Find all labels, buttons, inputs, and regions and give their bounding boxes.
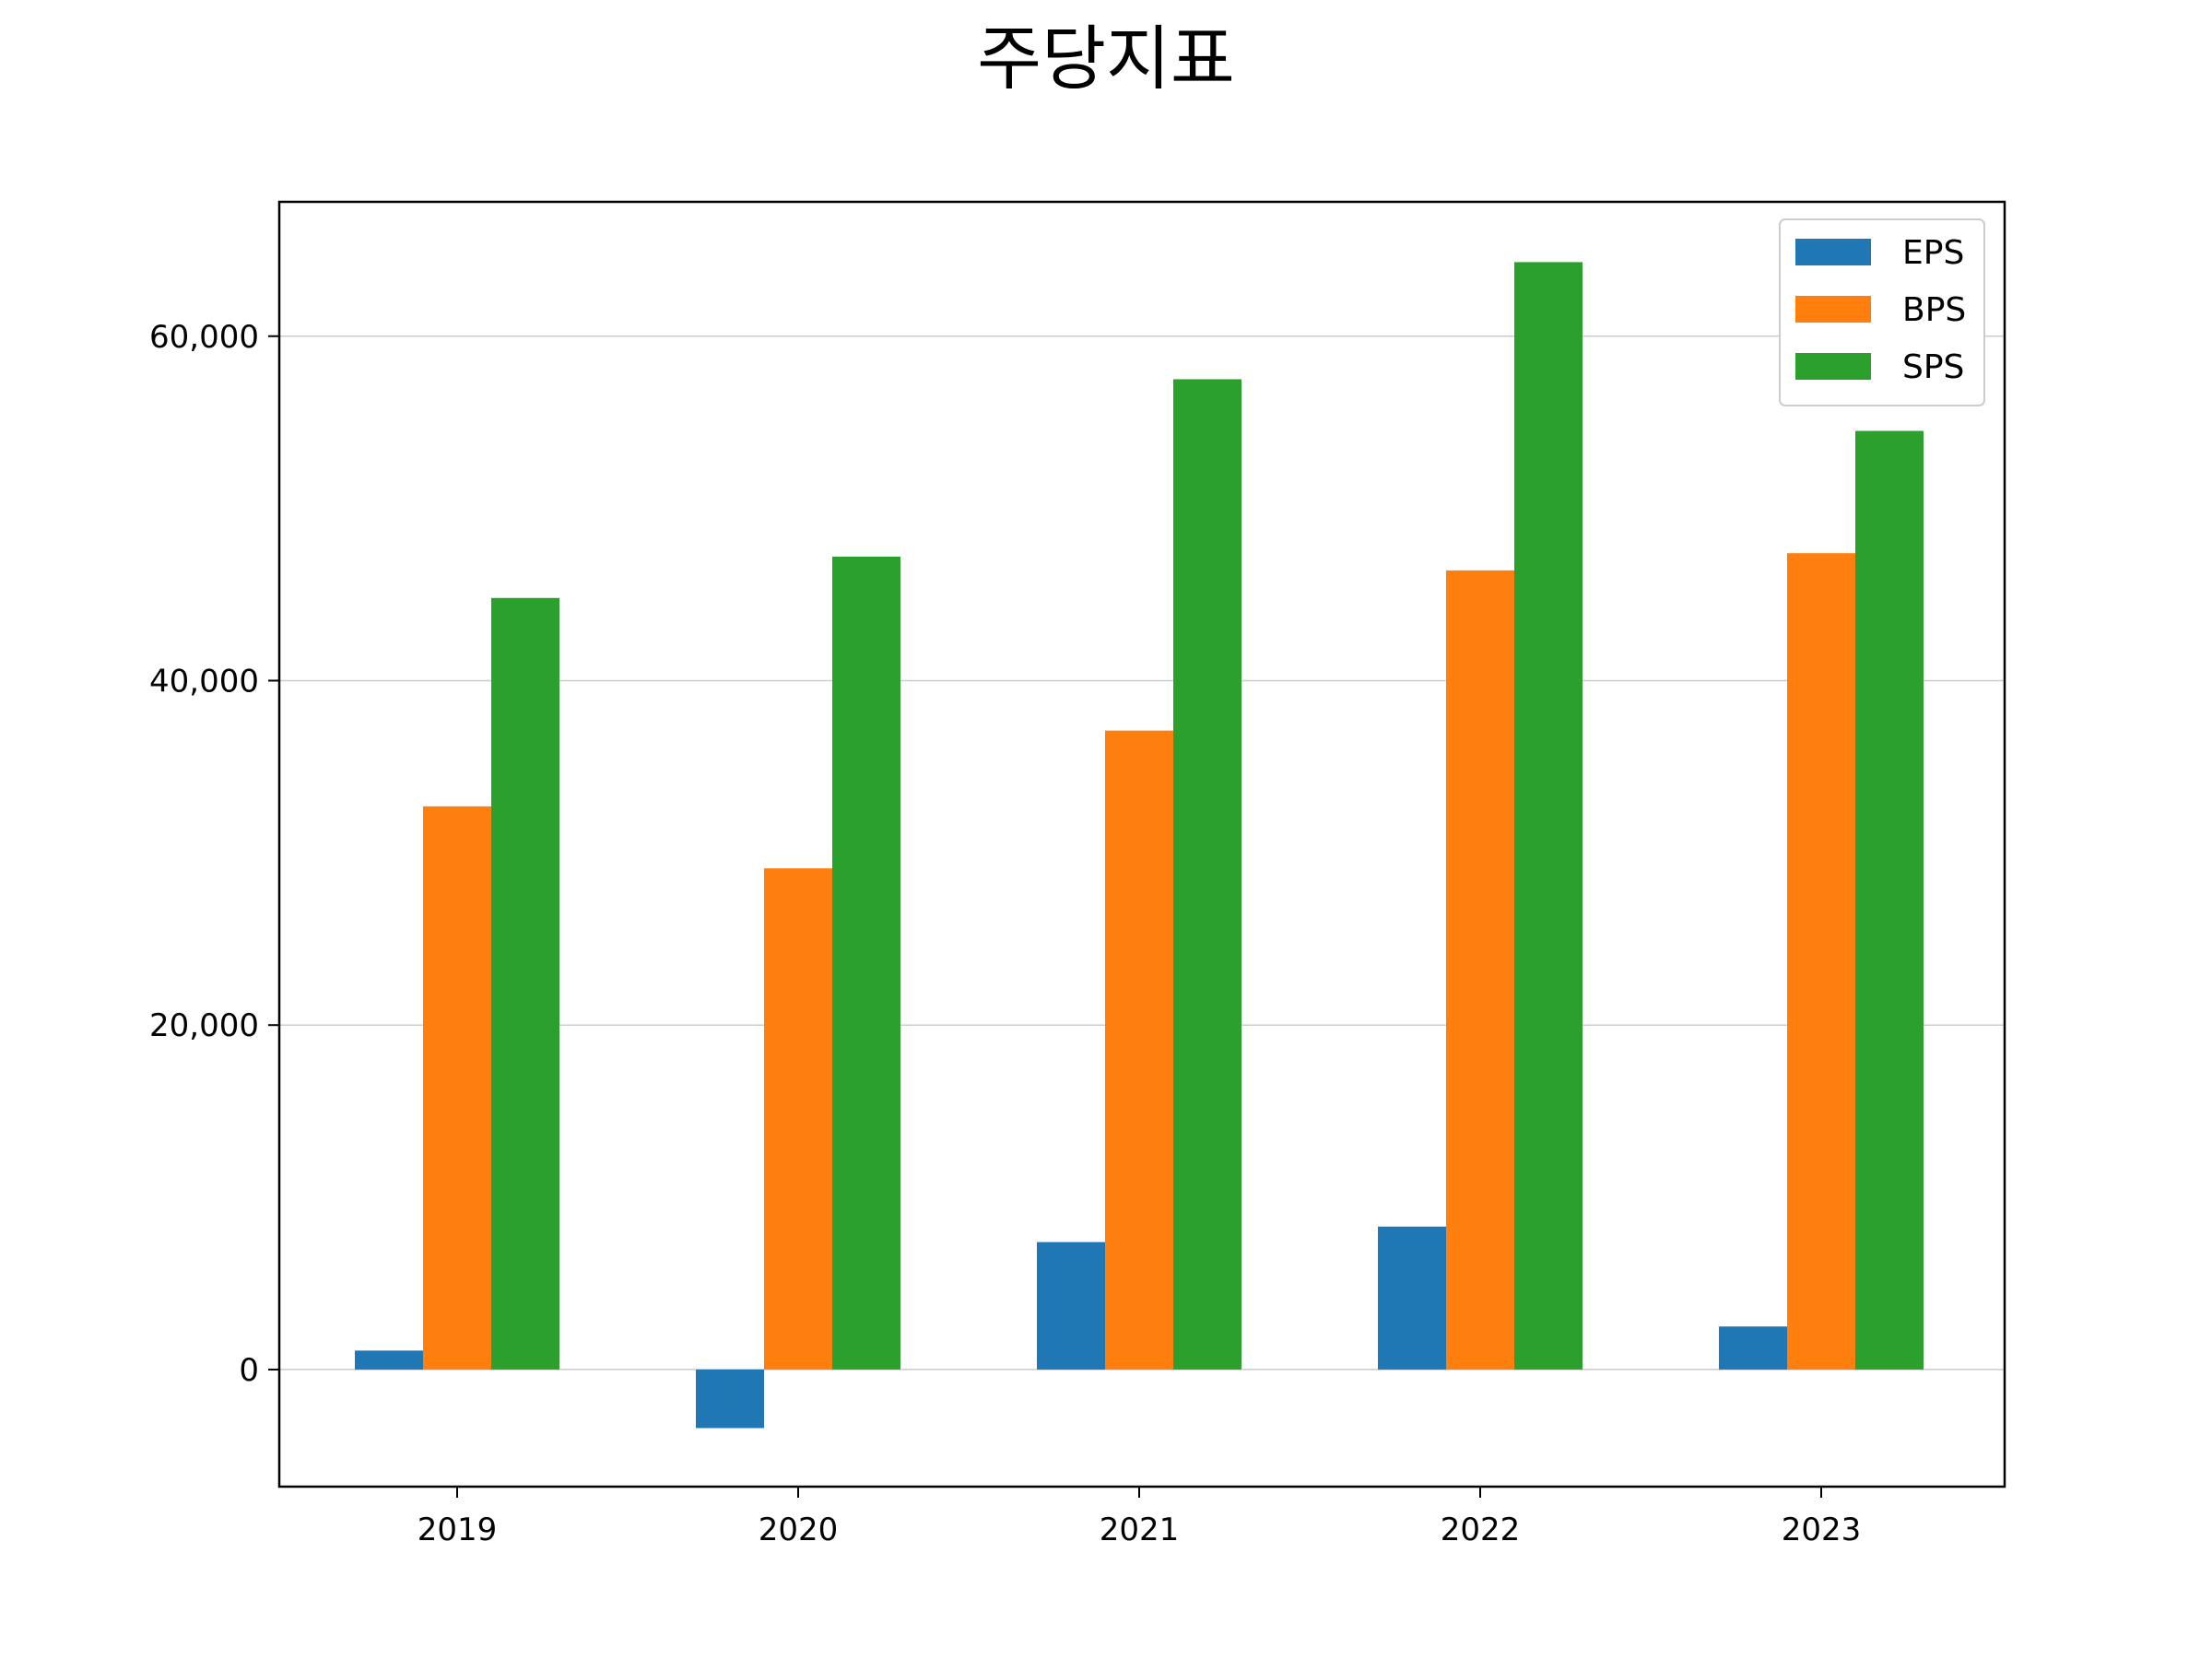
bar-sps-2021 [1173, 379, 1241, 1370]
x-tick-label-2020: 2020 [759, 1512, 839, 1548]
legend: EPS BPS SPS [1779, 218, 1985, 406]
x-tick-label-2023: 2023 [1782, 1512, 1862, 1548]
bar-sps-2023 [1855, 430, 1924, 1370]
bar-bps-2023 [1787, 553, 1855, 1370]
legend-swatch-sps [1795, 353, 1871, 380]
y-tick-label-3: 60,000 [149, 319, 259, 356]
y-tick-label-2: 40,000 [149, 663, 259, 700]
axes-frame [277, 200, 2006, 1488]
legend-swatch-eps [1795, 239, 1871, 265]
y-tick-label-0: 0 [239, 1352, 259, 1389]
bar-eps-2020 [696, 1369, 764, 1429]
x-tick-label-2019: 2019 [418, 1512, 498, 1548]
legend-label-bps: BPS [1902, 291, 1966, 329]
bar-eps-2023 [1719, 1326, 1787, 1370]
axes: 0 20,000 40,000 60,000 2019 2020 2021 2022 2023 [149, 200, 2006, 1548]
bar-bps-2020 [764, 868, 832, 1370]
legend-label-eps: EPS [1902, 234, 1964, 272]
bar-eps-2021 [1037, 1241, 1105, 1370]
bar-eps-2022 [1378, 1226, 1446, 1370]
x-tick-label-2022: 2022 [1441, 1512, 1521, 1548]
chart-title: 주당지표 [977, 18, 1235, 100]
legend-swatch-bps [1795, 296, 1871, 323]
bars [355, 262, 1924, 1429]
legend-label-sps: SPS [1902, 348, 1964, 386]
bar-eps-2019 [355, 1350, 423, 1370]
bar-sps-2019 [491, 597, 559, 1370]
bar-bps-2019 [423, 806, 491, 1370]
bar-sps-2022 [1514, 262, 1583, 1370]
bar-sps-2020 [832, 556, 900, 1370]
bar-bps-2022 [1446, 570, 1514, 1370]
bar-bps-2021 [1105, 730, 1173, 1370]
y-tick-label-1: 20,000 [149, 1007, 259, 1044]
x-tick-label-2021: 2021 [1100, 1512, 1180, 1548]
